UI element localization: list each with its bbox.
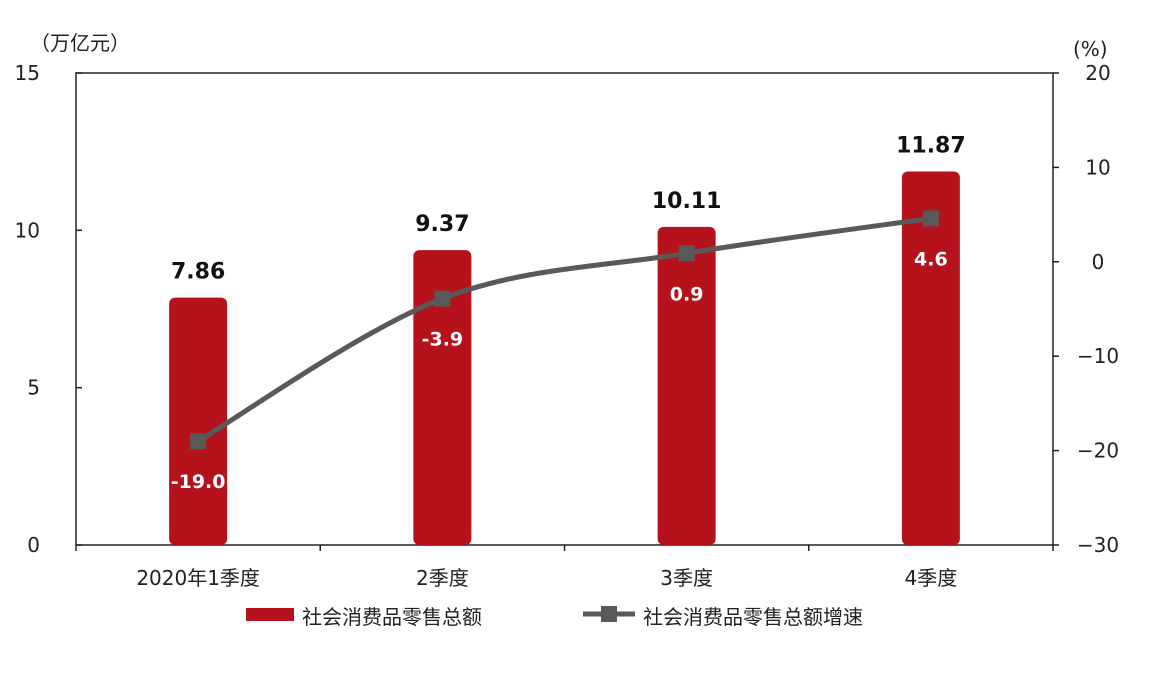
right-axis-tick-label: 0 [1092, 250, 1105, 274]
legend-swatch-bar [246, 608, 294, 621]
line-marker [434, 290, 451, 307]
bar-data-label: 10.11 [652, 189, 722, 214]
growth-line [196, 215, 932, 444]
x-axis-category-label: 4季度 [905, 566, 958, 590]
line-data-label: 4.6 [914, 248, 948, 270]
x-axis-category-label: 2季度 [416, 566, 469, 590]
legend-swatch-marker [601, 606, 617, 622]
right-axis-tick-label: 10 [1085, 155, 1110, 179]
bar-data-label: 9.37 [415, 212, 469, 237]
left-axis-tick-label: 0 [27, 533, 40, 557]
x-axis-category-label: 2020年1季度 [136, 566, 260, 590]
line-data-label: 0.9 [670, 283, 704, 305]
bar [413, 250, 472, 545]
right-axis-tick-label: −30 [1077, 533, 1119, 557]
line-data-label: -19.0 [171, 471, 226, 493]
legend: 社会消费品零售总额 社会消费品零售总额增速 [246, 605, 863, 629]
line-marker [678, 245, 695, 262]
right-axis-tick-label: 20 [1085, 61, 1110, 85]
legend-label-line: 社会消费品零售总额增速 [643, 605, 863, 629]
left-axis-tick-label: 5 [27, 376, 40, 400]
left-axis-unit: （万亿元） [30, 31, 130, 55]
x-axis-category-label: 3季度 [660, 566, 713, 590]
bar-data-label: 11.87 [896, 133, 966, 158]
right-axis-tick-label: −10 [1077, 344, 1119, 368]
bar [169, 297, 228, 545]
bar [901, 171, 960, 545]
right-axis-tick-label: −20 [1077, 439, 1119, 463]
right-axis-unit: (%) [1073, 37, 1108, 61]
line-marker [922, 210, 939, 227]
left-axis-tick-label: 10 [15, 218, 40, 242]
line-marker [190, 433, 207, 450]
legend-label-bar: 社会消费品零售总额 [302, 605, 482, 629]
bar-data-label: 7.86 [171, 260, 225, 285]
left-axis-tick-label: 15 [15, 61, 40, 85]
bar [657, 226, 716, 545]
line-data-label: -3.9 [422, 329, 464, 351]
